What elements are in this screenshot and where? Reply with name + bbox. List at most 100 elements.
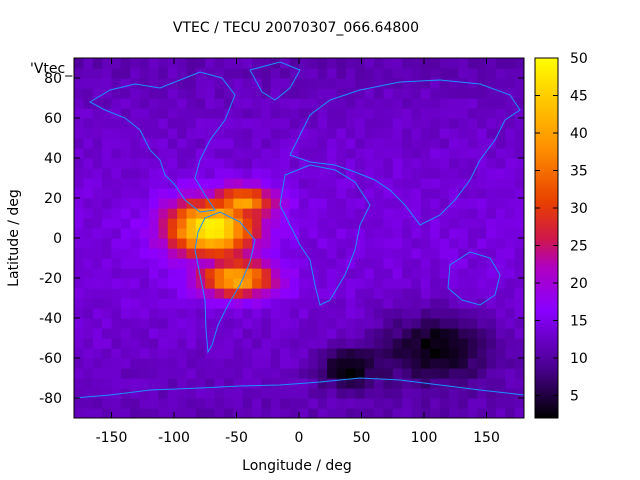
heatmap-cell [486,88,497,99]
heatmap-cell [280,368,291,379]
heatmap-cell [195,328,206,339]
heatmap-cell [74,78,84,89]
heatmap-cell [392,258,403,269]
heatmap-cell [233,258,244,269]
heatmap-cell [111,228,122,239]
heatmap-cell [411,298,422,309]
heatmap-cell [299,118,309,129]
heatmap-cell [177,78,188,89]
heatmap-cell [120,148,131,159]
heatmap-cell [289,88,300,99]
heatmap-cell [317,318,328,329]
heatmap-cell [374,218,384,229]
heatmap-cell [477,358,488,369]
heatmap-cell [280,258,291,269]
heatmap-cell [449,258,459,269]
heatmap-cell [158,288,169,299]
heatmap-cell [308,328,319,339]
heatmap-cell [195,68,206,79]
heatmap-cell [430,88,441,99]
heatmap-cell [430,148,441,159]
heatmap-cell [374,128,384,139]
heatmap-cell [261,278,272,289]
heatmap-cell [458,358,469,369]
heatmap-cell [514,368,524,379]
heatmap-cell [130,288,141,299]
heatmap-cell [299,108,309,119]
heatmap-cell [467,88,478,99]
heatmap-cell [289,368,300,379]
heatmap-cell [449,368,459,379]
heatmap-cell [149,198,159,209]
heatmap-cell [186,328,197,339]
heatmap-cell [402,98,413,109]
heatmap-cell [402,68,413,79]
heatmap-cell [149,388,159,399]
heatmap-cell [355,58,366,69]
heatmap-cell [439,138,450,149]
heatmap-cell [158,98,169,109]
heatmap-cell [364,318,375,329]
heatmap-cell [402,158,413,169]
heatmap-cell [430,378,441,389]
heatmap-cell [195,118,206,129]
heatmap-cell [345,398,356,409]
heatmap-cell [205,208,216,219]
heatmap-cell [102,118,113,129]
heatmap-cell [177,358,188,369]
heatmap-cell [186,308,197,319]
heatmap-cell [74,298,84,309]
heatmap-cell [449,208,459,219]
heatmap-cell [392,78,403,89]
heatmap-cell [270,308,281,319]
heatmap-cell [102,218,113,229]
heatmap-cell [130,318,141,329]
heatmap-cell [345,338,356,349]
heatmap-cell [355,198,366,209]
heatmap-cell [270,128,281,139]
heatmap-cell [261,198,272,209]
heatmap-cell [261,378,272,389]
heatmap-cell [280,238,291,249]
heatmap-cell [120,338,131,349]
heatmap-cell [177,98,188,109]
heatmap-cell [299,288,309,299]
heatmap-cell [280,268,291,279]
heatmap-cell [270,398,281,409]
heatmap-cell [336,128,347,139]
heatmap-cell [270,108,281,119]
heatmap-cell [158,318,169,329]
heatmap-cell [355,108,366,119]
heatmap-cell [467,328,478,339]
heatmap-cell [420,268,431,279]
heatmap-cell [289,328,300,339]
heatmap-cell [205,388,216,399]
heatmap-cell [149,128,159,139]
heatmap-cell [120,118,131,129]
heatmap-cell [149,318,159,329]
heatmap-cell [74,138,84,149]
heatmap-cell [327,188,338,199]
heatmap-cell [355,408,366,418]
heatmap-cell [252,308,263,319]
heatmap-cell [364,408,375,418]
heatmap-cell [505,328,516,339]
heatmap-cell [514,188,524,199]
heatmap-cell [177,68,188,79]
heatmap-cell [139,258,150,269]
heatmap-cell [261,168,272,179]
heatmap-cell [420,238,431,249]
heatmap-cell [139,158,150,169]
heatmap-cell [158,208,169,219]
heatmap-cell [195,228,206,239]
heatmap-cell [458,278,469,289]
heatmap-cell [252,208,263,219]
heatmap-cell [411,118,422,129]
heatmap-cell [139,358,150,369]
heatmap-cell [139,208,150,219]
heatmap-cell [139,368,150,379]
coastline-greenland [249,61,301,101]
heatmap-cell [411,368,422,379]
heatmap-cell [467,278,478,289]
heatmap-cell [158,78,169,89]
